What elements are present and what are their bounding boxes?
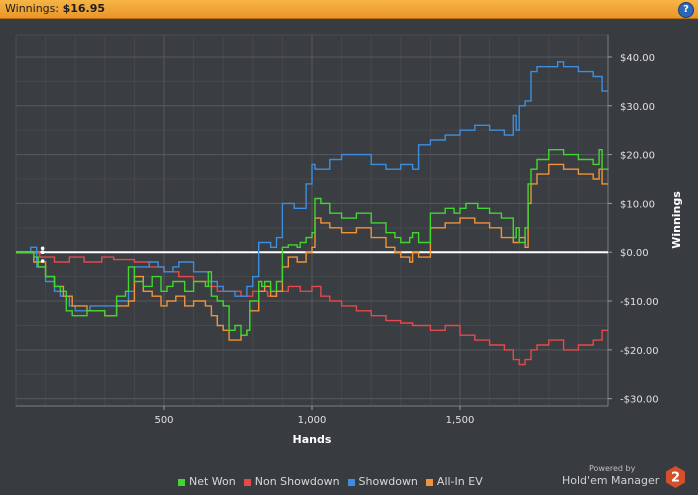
legend-item[interactable]: Showdown (347, 475, 418, 488)
legend-swatch (178, 478, 185, 486)
brand-name: Hold'em Manager (562, 474, 660, 487)
legend-swatch (243, 478, 251, 486)
y-tick-label: $30.00 (620, 102, 655, 113)
help-icon[interactable]: ? (678, 2, 694, 18)
legend-label: Non Showdown (254, 475, 340, 488)
x-axis-title: Hands (293, 433, 332, 446)
legend-label: Showdown (358, 475, 418, 488)
title-bar: Winnings: $16.95 ? (0, 0, 698, 19)
series-line-showdown (16, 61, 608, 312)
x-tick-label: 500 (154, 415, 173, 426)
y-axis-title: Winnings (670, 191, 683, 249)
legend-swatch (347, 478, 355, 486)
winnings-summary: Winnings: $16.95 (5, 2, 105, 15)
y-tick-label: -$20.00 (620, 346, 659, 357)
chart-legend: Net Won Non Showdown Showdown All-In EV (178, 475, 491, 488)
y-tick-label: $0.00 (620, 248, 649, 259)
marker-point (40, 250, 45, 255)
series-line-net-won (16, 149, 609, 336)
legend-item[interactable]: Net Won (178, 475, 236, 488)
winnings-label: Winnings: (5, 2, 60, 15)
legend-swatch (425, 478, 433, 486)
legend-label: Net Won (189, 475, 236, 488)
x-tick-label: 1,500 (446, 415, 475, 426)
x-tick-label: 1,000 (298, 415, 327, 426)
y-tick-label: $20.00 (620, 151, 655, 162)
y-tick-label: $40.00 (620, 53, 655, 64)
logo-digit: 2 (671, 471, 680, 486)
winnings-chart: $40.00 $30.00 $20.00 $10.00 $0.00 -$10.00 -$20… (15, 34, 683, 446)
y-tick-label: $10.00 (620, 199, 655, 210)
legend-label: All-In EV (436, 475, 483, 488)
hem2-logo-icon: 2 (666, 466, 685, 488)
powered-by-text: Powered by (589, 464, 636, 473)
legend-item[interactable]: Non Showdown (243, 475, 340, 488)
y-tick-label: -$30.00 (620, 395, 659, 406)
y-tick-label: -$10.00 (620, 297, 659, 308)
winnings-value: $16.95 (62, 2, 106, 15)
marker-point (40, 246, 45, 251)
marker-point (40, 259, 45, 263)
legend-item[interactable]: All-In EV (425, 475, 483, 488)
